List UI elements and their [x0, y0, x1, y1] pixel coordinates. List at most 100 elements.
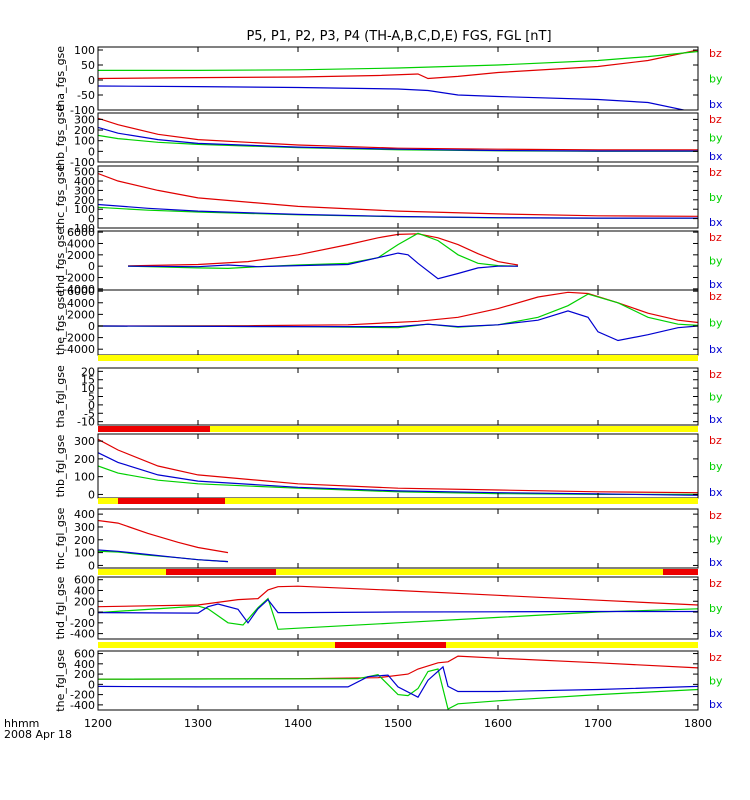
series-line-by	[98, 293, 698, 329]
panel-frame	[97, 650, 699, 711]
y-tick-label: -4000	[63, 283, 95, 296]
quality-bar-segment	[118, 498, 225, 504]
quality-bar-segment	[446, 642, 698, 648]
y-tick-label: 300	[74, 435, 95, 448]
quality-bar-segment	[276, 569, 663, 575]
series-line-bz	[98, 655, 698, 680]
legend-by: by	[709, 391, 723, 404]
legend-by: by	[709, 255, 723, 268]
y-axis-label: thd_fgs_gse	[54, 228, 67, 294]
legend-bz: bz	[709, 166, 722, 179]
y-tick-label: 0	[88, 678, 95, 691]
y-tick-label: -50	[77, 89, 95, 102]
quality-bar-segment	[663, 569, 698, 575]
series-line-bx	[127, 252, 518, 280]
chart-title: P5, P1, P2, P3, P4 (TH-A,B,C,D,E) FGS, F…	[246, 29, 551, 44]
y-tick-label: 600	[74, 574, 95, 587]
y-tick-label: 400	[74, 508, 95, 521]
x-tick-label: 1300	[184, 717, 212, 730]
legend-by: by	[709, 675, 723, 688]
series-line-bx	[98, 598, 698, 624]
series-line-bx	[98, 85, 687, 110]
legend-bz: bz	[709, 113, 722, 126]
y-tick-label: 2000	[67, 249, 95, 262]
legend-bx: bx	[709, 216, 723, 229]
y-tick-label: 200	[74, 668, 95, 681]
y-tick-label: 0	[88, 213, 95, 226]
series-line-by	[98, 668, 698, 710]
y-tick-label: 300	[74, 521, 95, 534]
y-axis-label: the_fgs_gse	[54, 290, 67, 355]
y-tick-label: 200	[74, 534, 95, 547]
y-axis-label: thb_fgs_gse	[54, 105, 67, 171]
y-tick-label: -100	[70, 222, 95, 235]
y-tick-label: 200	[74, 595, 95, 608]
panel-frame	[97, 367, 699, 426]
legend-bx: bx	[709, 413, 723, 426]
series-line-bx	[98, 203, 698, 219]
y-tick-label: 0	[88, 488, 95, 501]
x-tick-label: 1600	[484, 717, 512, 730]
y-tick-label: 100	[74, 44, 95, 57]
legend-bz: bz	[709, 651, 722, 664]
x-tick-label: 1500	[384, 717, 412, 730]
y-axis-label: the_fgl_gse	[54, 649, 67, 712]
y-tick-label: -200	[70, 617, 95, 630]
legend-bx: bx	[709, 698, 723, 711]
panel-thb_fgl_gse: 300 200 100 0 thb_fgl_gse bz by bx	[54, 426, 723, 501]
series-line-bx	[98, 310, 698, 342]
series-line-bz	[98, 291, 698, 327]
y-tick-label: 100	[74, 203, 95, 216]
y-tick-label: 15	[81, 374, 95, 387]
panel-frame	[97, 230, 699, 291]
x-tick-label: 1200	[84, 717, 112, 730]
x-tick-label: 1400	[284, 717, 312, 730]
y-tick-label: 0	[88, 320, 95, 333]
series-line-bz	[98, 49, 698, 80]
series-line-bx	[98, 126, 698, 152]
y-axis-label: thc_fgl_gse	[54, 507, 67, 569]
y-tick-label: -400	[70, 699, 95, 712]
series-line-by	[98, 597, 698, 630]
y-tick-label: -200	[70, 689, 95, 702]
y-tick-label: 6000	[67, 226, 95, 239]
x-tick-label: 1700	[584, 717, 612, 730]
legend-bz: bz	[709, 47, 722, 60]
legend-bz: bz	[709, 434, 722, 447]
legend-by: by	[709, 317, 723, 330]
y-tick-label: 100	[74, 135, 95, 148]
y-tick-label: 0	[88, 559, 95, 572]
quality-bar-segment	[166, 569, 276, 575]
legend-by: by	[709, 460, 723, 473]
legend-bz: bz	[709, 368, 722, 381]
quality-bar-segment	[98, 426, 210, 432]
series-line-bz	[98, 519, 229, 554]
series-line-bz	[98, 438, 698, 494]
y-tick-label: -5	[84, 407, 95, 420]
y-tick-label: 500	[74, 166, 95, 179]
legend-bz: bz	[709, 509, 722, 522]
y-tick-label: 0	[88, 606, 95, 619]
panel-frame	[97, 576, 699, 640]
y-tick-label: 2000	[67, 308, 95, 321]
quality-bar-segment	[210, 426, 698, 432]
legend-bx: bx	[709, 486, 723, 499]
series-line-bz	[98, 172, 698, 217]
series-line-bx	[98, 665, 698, 698]
y-tick-label: 4000	[67, 297, 95, 310]
y-tick-label: 300	[74, 113, 95, 126]
y-axis-label: tha_fgs_gse	[54, 46, 67, 111]
y-axis-label: tha_fgl_gse	[54, 365, 67, 428]
y-tick-label: 4000	[67, 237, 95, 250]
time-label: hhmm	[4, 717, 39, 730]
y-tick-label: -100	[70, 156, 95, 169]
quality-bar-segment	[225, 498, 698, 504]
y-tick-label: 200	[74, 453, 95, 466]
y-tick-label: 100	[74, 547, 95, 560]
